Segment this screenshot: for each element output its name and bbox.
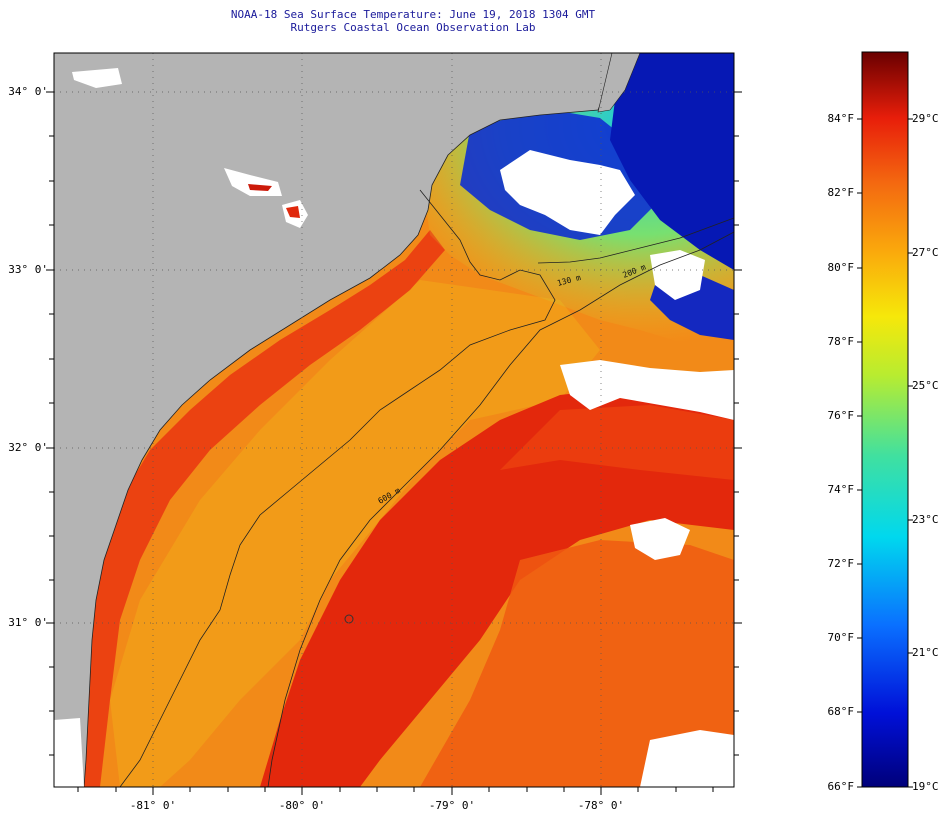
longitude-label: -81° 0' [129,799,177,812]
colorbar-fahrenheit-label: 68°F [827,705,855,718]
graticule [54,53,734,787]
warm-pixel-patch [286,206,300,218]
cloud-mask [54,718,84,787]
colorbar-fahrenheit-label: 82°F [827,186,855,199]
colorbar-fahrenheit-label: 76°F [827,409,855,422]
colorbar-fahrenheit-label: 66°F [827,780,855,793]
colorbar-ticks [857,118,913,788]
title-line-2: Rutgers Coastal Ocean Observation Lab [290,21,536,34]
isobath-200m [267,231,734,787]
longitude-label: -80° 0' [278,799,326,812]
colorbar-fahrenheit-label: 80°F [827,261,855,274]
colorbar-fahrenheit-label: 70°F [827,631,855,644]
axis-ticks [46,91,742,795]
gulf-stream-warm-core [260,388,734,787]
offshore-warm-water [420,540,734,787]
map-frame [53,52,735,788]
colorbar-celsius-label: 29°C [912,112,939,125]
latitude-label: 34° 0' [8,85,48,98]
colorbar-fahrenheit-label: 74°F [827,483,855,496]
cloud-mask [640,730,734,787]
cloud-mask [650,250,705,300]
colorbar [861,51,909,788]
colorbar-celsius-label: 23°C [912,513,939,526]
land-mass [54,53,613,787]
latitude-label: 33° 0' [8,263,48,276]
isobath-130m [537,217,734,264]
cloud-mask [500,150,635,235]
warm-pixel-patch [248,184,272,191]
colorbar-fahrenheit-label: 72°F [827,557,855,570]
colorbar-celsius-label: 25°C [912,379,939,392]
colorbar-fahrenheit-label: 78°F [827,335,855,348]
nearshore-warm-band [80,230,445,787]
cloud-mask [560,360,734,420]
sst-map [54,53,734,787]
title-line-1: NOAA-18 Sea Surface Temperature: June 19… [230,8,596,21]
latitude-label: 32° 0' [8,441,48,454]
mid-shelf-water [110,280,600,787]
cloud-mask [72,68,122,88]
colorbar-fahrenheit-label: 84°F [827,112,855,125]
land-cape [597,53,641,113]
latitude-label: 31° 0' [8,616,48,629]
colorbar-celsius-label: 21°C [912,646,939,659]
cold-northern-water [610,53,734,270]
colorbar-celsius-label: 19°C [912,780,939,793]
longitude-label: -78° 0' [577,799,625,812]
gulf-stream-filament [500,405,734,480]
isobath-shelf [119,189,556,787]
colorbar-celsius-label: 27°C [912,246,939,259]
longitude-label: -79° 0' [428,799,476,812]
cloud-mask [630,518,690,560]
